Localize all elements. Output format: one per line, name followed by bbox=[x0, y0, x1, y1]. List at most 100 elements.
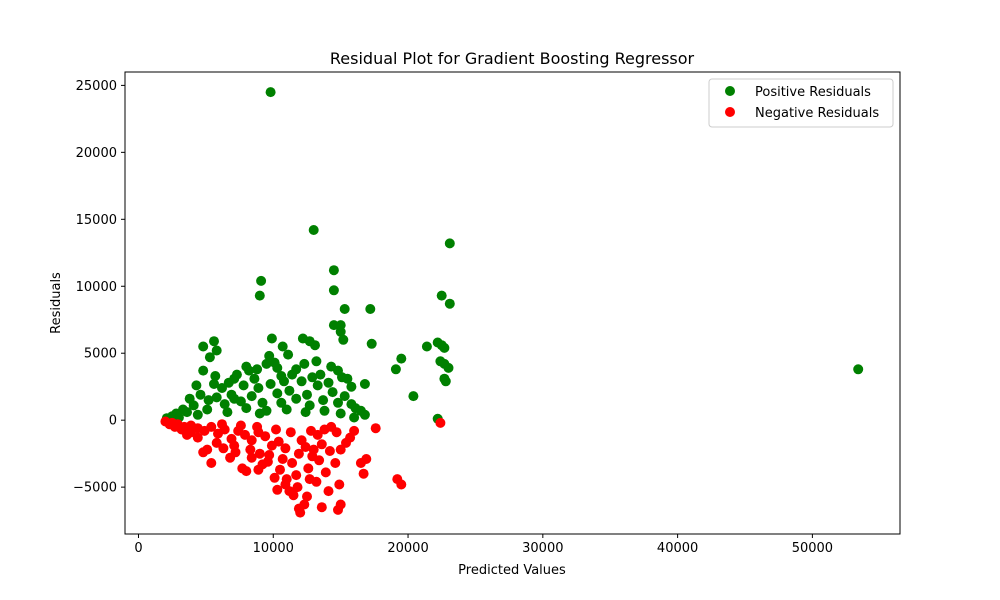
positive-residual-point bbox=[299, 358, 310, 369]
positive-residual-point bbox=[307, 372, 318, 383]
positive-residual-point bbox=[315, 369, 326, 380]
y-tick-label: 15000 bbox=[76, 213, 117, 228]
positive-residual-point bbox=[209, 336, 219, 347]
positive-residual-point bbox=[211, 392, 222, 403]
positive-residual-point bbox=[318, 395, 329, 406]
positive-residual-point bbox=[327, 387, 338, 398]
positive-residual-point bbox=[339, 391, 350, 402]
positive-residual-point bbox=[204, 352, 215, 363]
positive-residual-point bbox=[244, 365, 254, 376]
positive-residual-point bbox=[254, 290, 265, 301]
negative-residual-point bbox=[291, 470, 302, 481]
negative-residual-point bbox=[271, 424, 281, 435]
positive-residual-point bbox=[249, 373, 260, 384]
positive-residual-point bbox=[223, 377, 234, 388]
positive-residual-point bbox=[265, 379, 276, 389]
positive-residual-point bbox=[296, 376, 307, 387]
positive-residual-point bbox=[310, 340, 320, 351]
negative-residual-point bbox=[299, 499, 310, 510]
positive-residual-point bbox=[188, 400, 199, 411]
positive-residual-point bbox=[281, 404, 292, 415]
positive-residual-point bbox=[276, 397, 287, 408]
negative-residual-point bbox=[272, 484, 283, 495]
negative-residual-point bbox=[266, 440, 277, 451]
negative-residual-point bbox=[293, 448, 304, 459]
legend-marker-negative bbox=[725, 107, 735, 117]
positive-residual-point bbox=[257, 397, 268, 408]
positive-residual-point bbox=[254, 408, 265, 419]
positive-residual-point bbox=[203, 395, 214, 406]
positive-residual-point bbox=[229, 393, 240, 404]
positive-residual-point bbox=[291, 393, 302, 404]
positive-residual-point bbox=[390, 364, 401, 375]
negative-residual-point bbox=[296, 435, 307, 446]
negative-residual-point bbox=[192, 432, 203, 443]
negative-residual-point bbox=[335, 499, 346, 510]
negative-residual-point bbox=[323, 486, 334, 497]
negative-residual-point bbox=[287, 458, 298, 468]
positive-residual-point bbox=[323, 377, 334, 388]
negative-residual-point bbox=[241, 466, 252, 477]
positive-residual-point bbox=[311, 356, 322, 367]
negative-residual-point bbox=[324, 446, 335, 456]
negative-residual-point bbox=[316, 502, 327, 513]
positive-residual-point bbox=[276, 371, 287, 381]
positive-residual-point bbox=[443, 362, 454, 373]
y-tick-label: 25000 bbox=[76, 79, 117, 94]
positive-residual-point bbox=[198, 341, 209, 352]
x-axis-label: Predicted Values bbox=[458, 563, 566, 578]
positive-residual-point bbox=[222, 407, 233, 418]
positive-residual-point bbox=[333, 397, 343, 408]
legend-label-negative: Negative Residuals bbox=[755, 106, 879, 121]
negative-residual-point bbox=[206, 458, 217, 468]
negative-residual-point bbox=[320, 467, 331, 478]
chart-title: Residual Plot for Gradient Boosting Regr… bbox=[330, 49, 695, 68]
positive-residual-point bbox=[326, 361, 337, 372]
positive-residual-point bbox=[217, 383, 227, 393]
scatter-points bbox=[160, 87, 864, 518]
positive-residual-point bbox=[853, 364, 864, 375]
positive-residual-point bbox=[408, 391, 419, 402]
positive-residual-point bbox=[272, 362, 283, 373]
negative-residual-point bbox=[246, 435, 257, 446]
negative-residual-point bbox=[211, 437, 222, 448]
negative-residual-point bbox=[303, 463, 314, 474]
negative-residual-point bbox=[358, 468, 369, 479]
positive-residual-point bbox=[312, 380, 323, 391]
negative-residual-point bbox=[311, 476, 322, 487]
negative-residual-point bbox=[269, 472, 280, 483]
legend-box bbox=[708, 78, 894, 128]
positive-residual-point bbox=[195, 389, 206, 400]
positive-residual-point bbox=[349, 412, 360, 423]
negative-residual-point bbox=[330, 458, 341, 468]
negative-residual-point bbox=[361, 454, 372, 464]
negative-residual-point bbox=[262, 456, 273, 467]
negative-residual-point bbox=[331, 427, 342, 438]
positive-residual-point bbox=[346, 381, 357, 392]
positive-residual-point bbox=[211, 345, 222, 356]
positive-residual-point bbox=[436, 290, 447, 301]
negative-residual-point bbox=[370, 423, 381, 434]
negative-residual-point bbox=[213, 428, 223, 439]
x-axis: 0 10000 20000 30000 40000 50000 bbox=[134, 534, 833, 556]
negative-residual-point bbox=[217, 419, 227, 430]
negative-residual-point bbox=[277, 454, 288, 464]
negative-residual-point bbox=[292, 482, 303, 493]
positive-residual-point bbox=[308, 225, 319, 235]
positive-residual-point bbox=[246, 391, 257, 402]
positive-residual-point bbox=[264, 350, 275, 361]
negative-residual-point bbox=[316, 439, 327, 450]
negative-residual-point bbox=[288, 490, 299, 501]
positive-residual-point bbox=[335, 408, 346, 419]
positive-residual-point bbox=[440, 376, 451, 387]
y-axis: −5000 0 5000 10000 15000 20000 25000 bbox=[73, 79, 125, 496]
positive-residual-point bbox=[198, 365, 209, 376]
positive-residual-point bbox=[266, 333, 277, 344]
positive-residual-point bbox=[359, 409, 370, 420]
negative-residual-point bbox=[235, 420, 246, 431]
x-tick-label: 0 bbox=[134, 541, 142, 556]
negative-residual-point bbox=[280, 443, 291, 454]
negative-residual-point bbox=[252, 421, 263, 432]
positive-residual-point bbox=[287, 369, 298, 380]
